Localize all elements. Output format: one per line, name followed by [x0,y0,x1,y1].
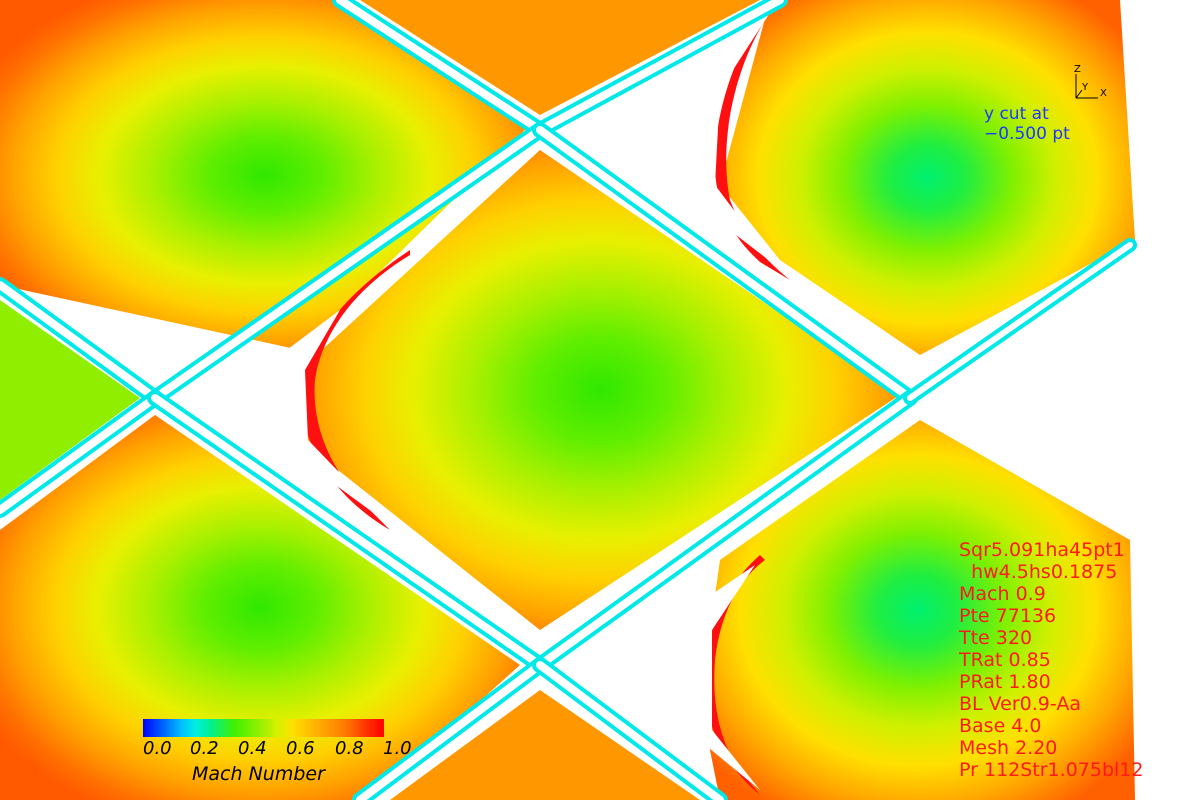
run-parameters: Sqr5.091ha45pt1 hw4.5hs0.1875 Mach 0.9 P… [959,539,1143,781]
channel-diag-d [532,122,918,406]
cell-bottom-center [390,690,700,800]
white-region-right-mid [910,250,1200,800]
axis-z-label: Z [1074,64,1081,75]
channel-diag-c [147,122,548,406]
colorbar-ticks: 0.0 0.2 0.4 0.6 0.8 1.0 [131,738,431,760]
colorbar-tick: 0.8 [335,738,364,759]
param-line: Sqr5.091ha45pt1 [959,539,1125,561]
red-band-center [300,250,410,530]
param-line: TRat 0.85 [959,649,1051,671]
colorbar-tick: 0.2 [190,738,219,759]
white-wedge-upper-right [600,5,775,265]
axis-triad-icon [1075,74,1098,99]
cell-bottom-left [0,415,520,800]
channel-diag-i [352,657,548,800]
param-line: hw4.5hs0.1875 [959,561,1118,583]
param-line: Tte 320 [959,627,1033,649]
cell-top-right [720,0,1135,355]
cut-label-line: y cut at [984,104,1049,124]
channel-diag-k [903,238,1137,405]
cell-top-left [0,0,530,350]
channel-diag-b [532,0,788,138]
param-line: Mesh 2.20 [959,737,1058,759]
cell-top-center [360,0,760,115]
colorbar-tick: 0.0 [143,738,172,759]
channel-diag-j [532,657,728,800]
param-line: PRat 1.80 [959,671,1051,693]
channel-diag-h [532,390,918,673]
colorbar-tick: 1.0 [383,738,412,759]
colorbar-tick: 0.4 [238,738,267,759]
cut-label: y cut at −0.500 pt [984,104,1070,144]
axis-x-label: X [1100,88,1107,99]
axis-y-label: Y [1082,82,1089,93]
cut-label-line: −0.500 pt [984,124,1070,144]
colorbar [143,719,384,737]
cell-left-mid [0,300,140,500]
white-wedge-center [220,310,390,525]
param-line: BL Ver0.9-Aa [959,693,1081,715]
channel-diag-g [147,390,548,673]
param-line: Pte 77136 [959,605,1057,627]
channel-diag-f [0,390,163,518]
param-line: Mach 0.9 [959,583,1046,605]
param-line: Pr 112Str1.075bl12 [959,759,1144,781]
cell-bottom-right [700,420,1135,800]
colorbar-title: Mach Number [192,763,325,785]
cell-center [300,150,900,630]
param-line: Base 4.0 [959,715,1042,737]
white-wedge-lower-right [608,565,760,790]
channel-diag-e [0,277,163,406]
axis-triad: Z Y X [1068,64,1112,104]
channel-diag-a [332,0,548,138]
colorbar-tick: 0.6 [286,738,315,759]
